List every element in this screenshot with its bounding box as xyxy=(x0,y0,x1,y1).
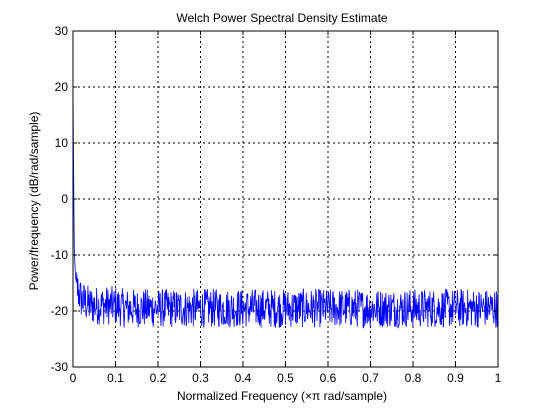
x-tick-label: 0.2 xyxy=(150,371,167,385)
y-tick-label: 30 xyxy=(55,24,69,38)
chart-title: Welch Power Spectral Density Estimate xyxy=(176,11,388,25)
x-tick-label: 0 xyxy=(70,371,77,385)
y-tick-label: -20 xyxy=(51,304,69,318)
y-ticks: 30 20 10 0 -10 -20 -30 xyxy=(51,24,498,374)
x-tick-label: 0.9 xyxy=(447,371,464,385)
y-tick-label: -30 xyxy=(51,360,69,374)
psd-series-line xyxy=(73,92,498,329)
x-tick-label: 0.7 xyxy=(362,371,379,385)
y-tick-label: 20 xyxy=(55,80,69,94)
y-axis-label: Power/frequency (dB/rad/sample) xyxy=(27,112,41,291)
x-tick-label: 0.4 xyxy=(235,371,252,385)
x-tick-label: 1 xyxy=(495,371,502,385)
x-axis-label: Normalized Frequency (×π rad/sample) xyxy=(177,389,387,403)
x-tick-label: 0.8 xyxy=(405,371,422,385)
x-tick-label: 0.6 xyxy=(320,371,337,385)
series-layer xyxy=(73,92,498,329)
x-tick-label: 0.3 xyxy=(192,371,209,385)
y-tick-label: -10 xyxy=(51,248,69,262)
x-tick-label: 0.1 xyxy=(107,371,124,385)
y-tick-label: 0 xyxy=(61,192,68,206)
x-ticks: 0 0.1 0.2 0.3 0.4 0.5 0.6 0.7 0.8 0.9 1 xyxy=(70,31,502,385)
x-tick-label: 0.5 xyxy=(277,371,294,385)
y-tick-label: 10 xyxy=(55,136,69,150)
